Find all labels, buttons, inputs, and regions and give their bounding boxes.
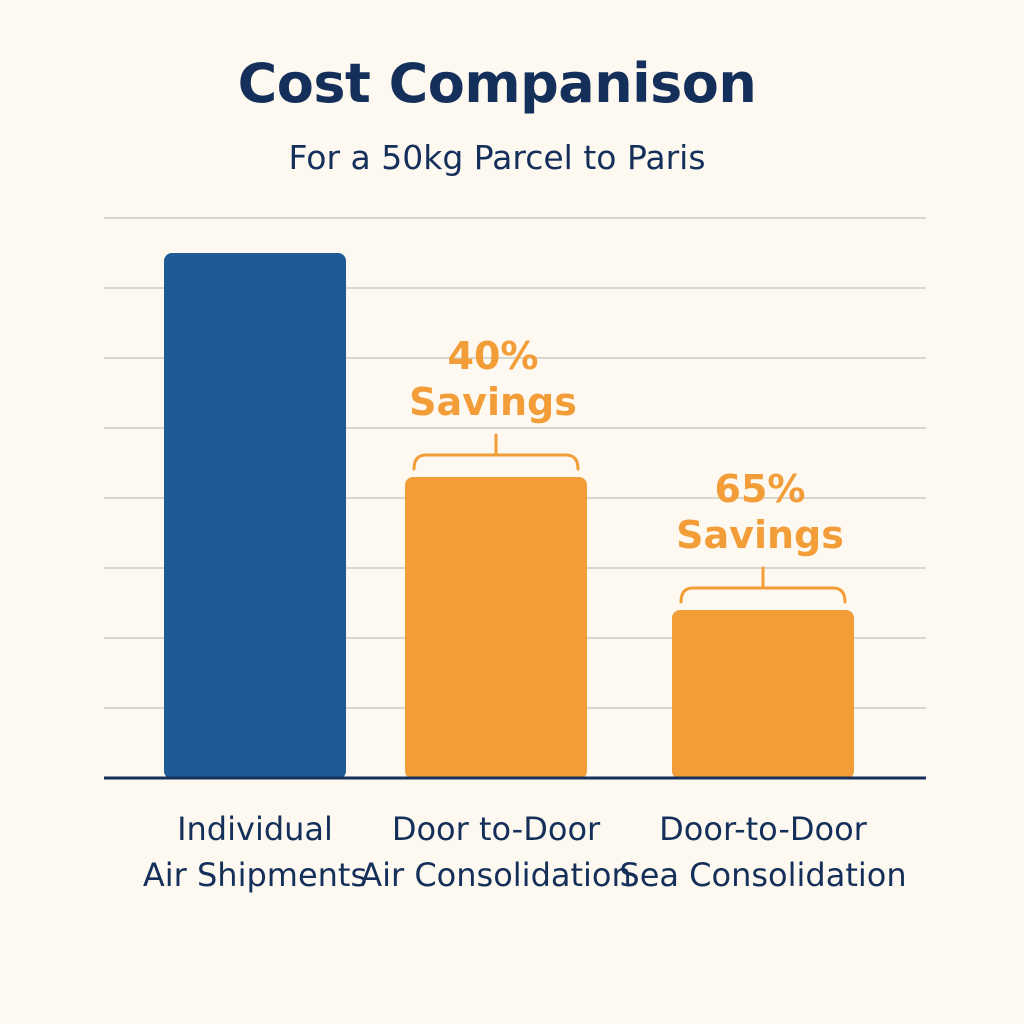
savings-bracket [412,433,580,471]
bar [672,610,854,779]
chart-title: Cost Companison [237,52,757,115]
category-label: Sea Consolidation [619,856,906,894]
category-label: Door-to-Door [659,810,868,848]
savings-label: 40% [448,334,539,378]
savings-label: 65% [715,467,806,511]
savings-bracket [679,566,847,604]
category-label: Door to-Door [392,810,601,848]
savings-label: Savings [676,513,844,557]
category-label: Individual [177,810,333,848]
category-label: Air Consolidation [360,856,632,894]
bar [405,477,587,779]
savings-label: Savings [409,380,577,424]
category-label: Air Shipments [143,856,367,894]
bar [164,253,346,779]
chart-subtitle: For a 50kg Parcel to Paris [288,138,706,177]
